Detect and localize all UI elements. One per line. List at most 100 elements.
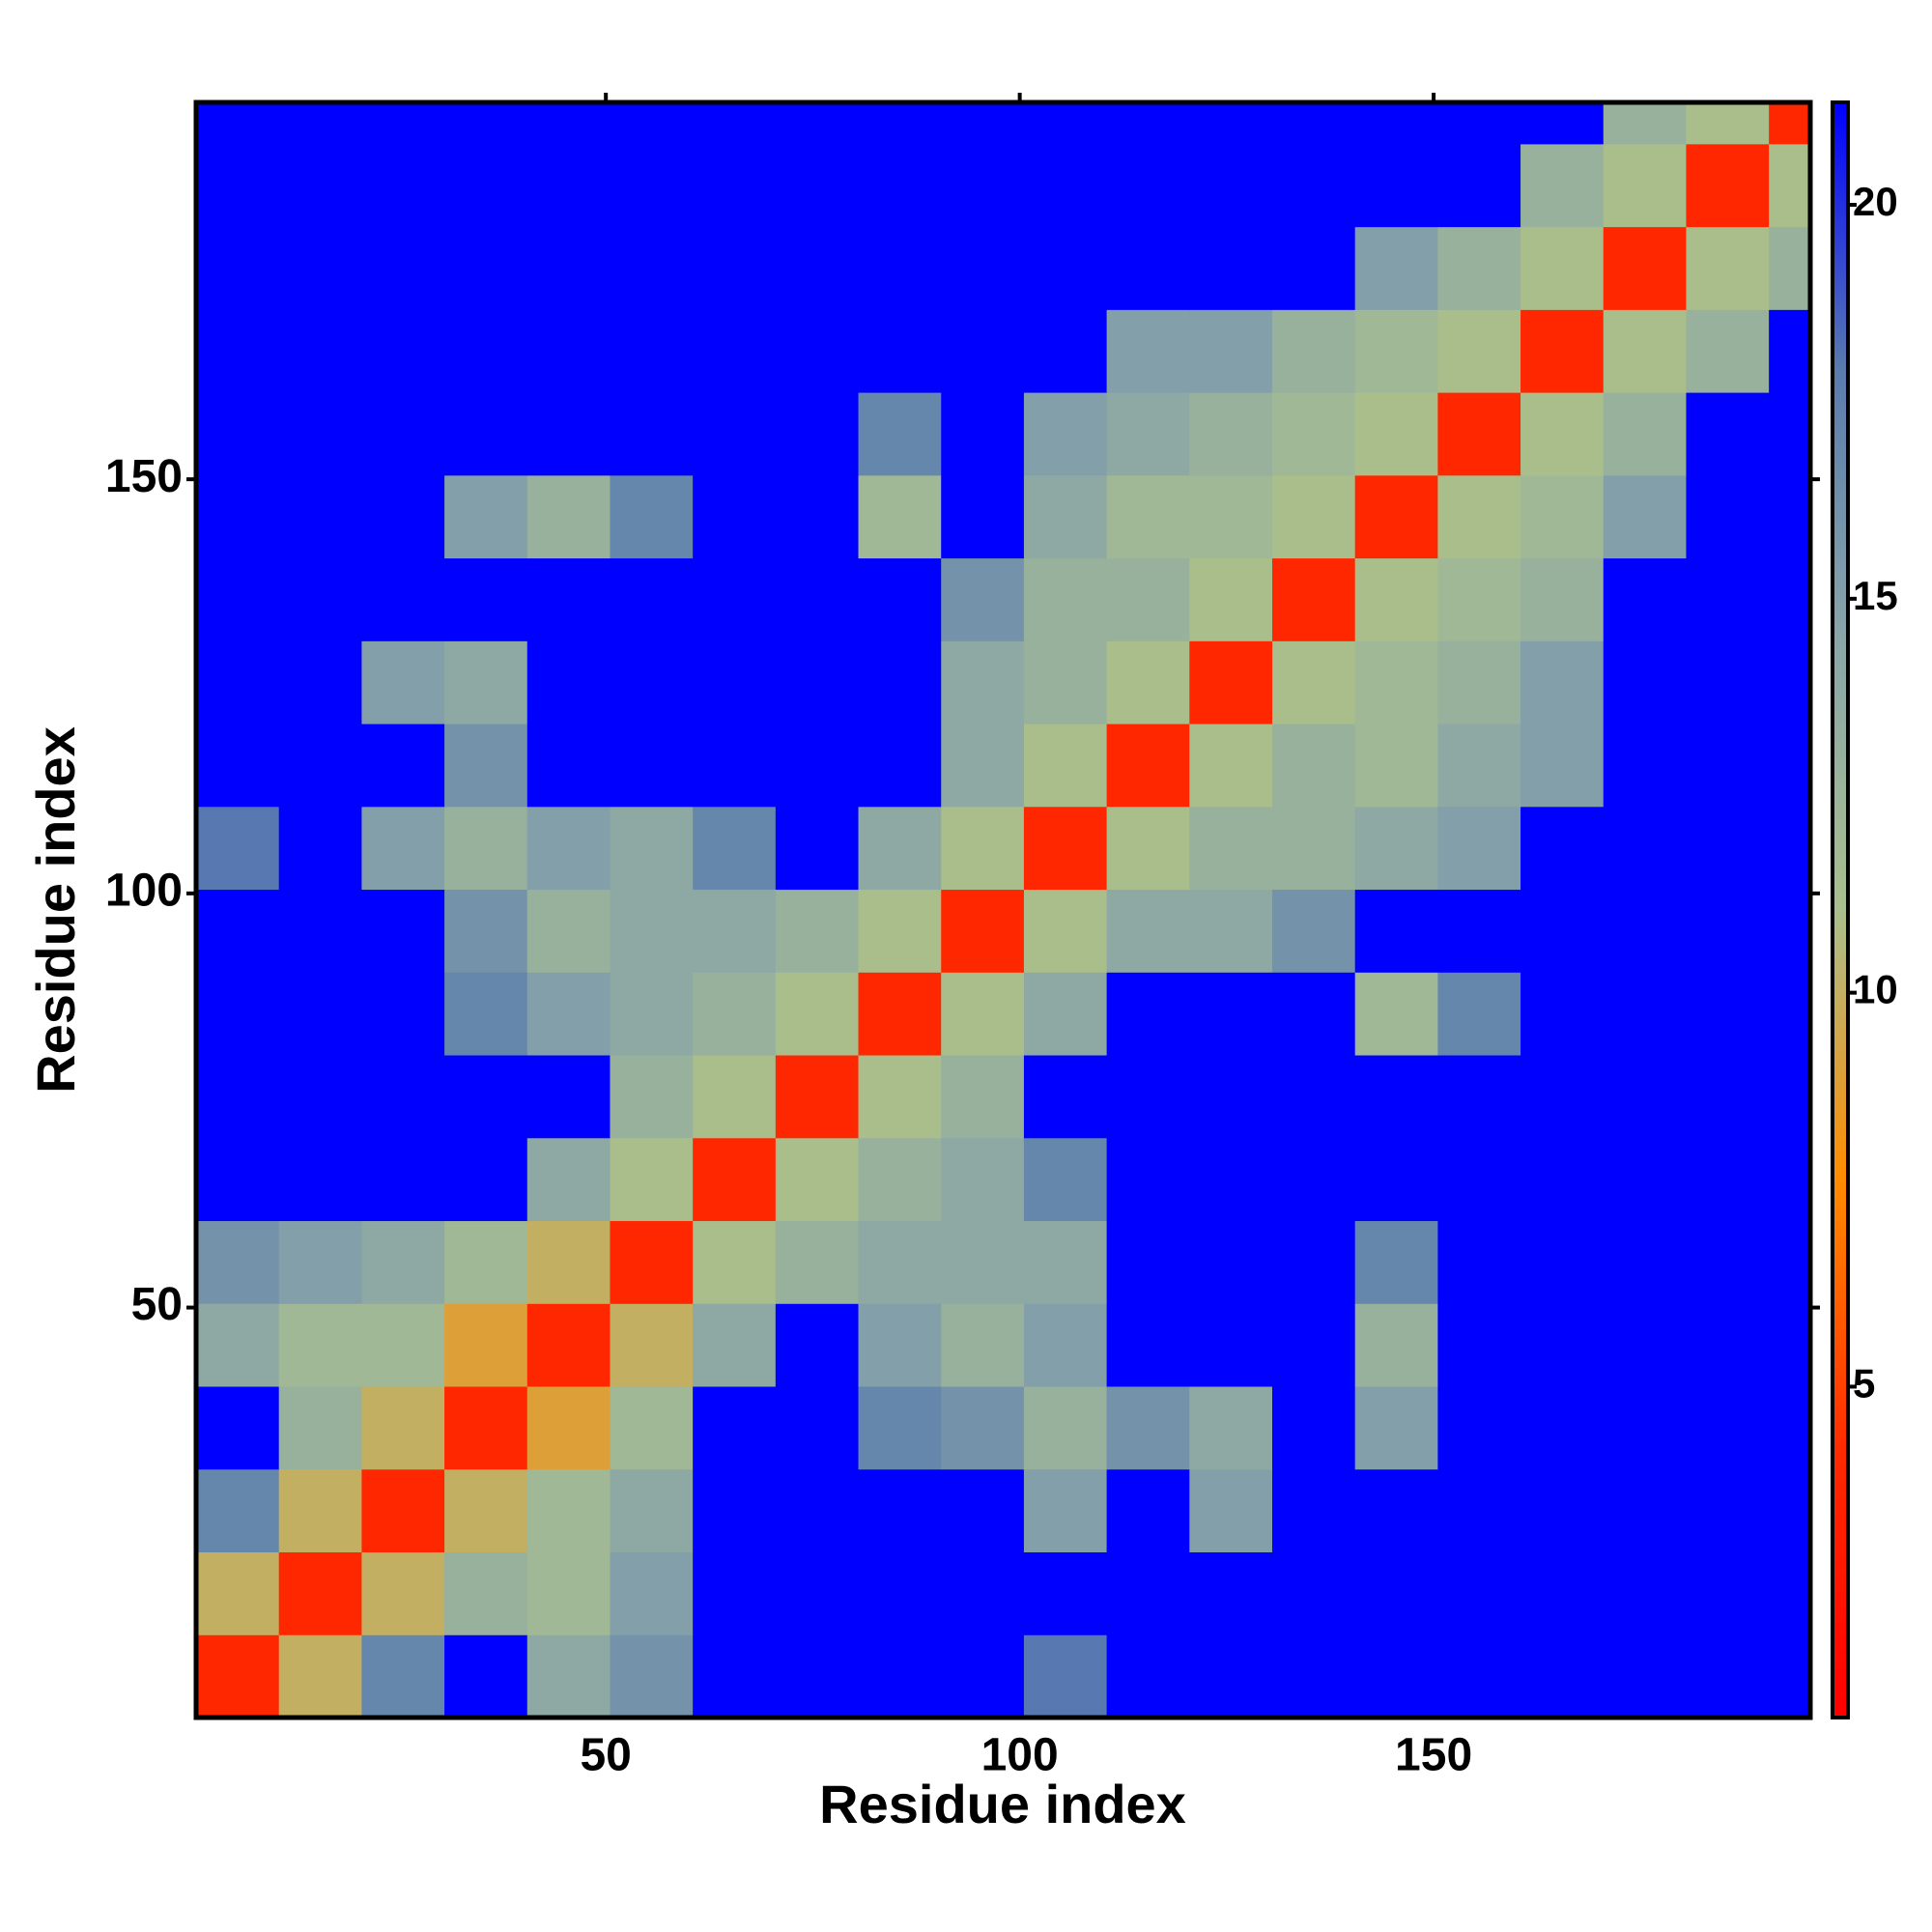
heatmap-cell — [1106, 226, 1190, 310]
heatmap-cell — [610, 474, 694, 559]
heatmap-cell — [610, 1055, 694, 1139]
heatmap-cell — [361, 640, 445, 724]
heatmap-cell — [1437, 309, 1521, 393]
heatmap-cell — [196, 557, 280, 641]
heatmap-cell — [1520, 640, 1605, 724]
heatmap-cell — [1437, 1634, 1521, 1719]
heatmap-cell — [1189, 1055, 1273, 1139]
heatmap-cell — [610, 143, 694, 228]
heatmap-cell — [444, 474, 528, 559]
heatmap-cell — [1023, 1137, 1108, 1222]
heatmap-cell — [1189, 1634, 1273, 1719]
heatmap-cell — [1272, 392, 1356, 476]
heatmap-cell — [196, 640, 280, 724]
heatmap-cell — [444, 889, 528, 973]
heatmap-cell — [941, 724, 1025, 808]
heatmap-cell — [1023, 143, 1108, 228]
heatmap-cell — [1686, 1303, 1770, 1387]
heatmap-cell — [1437, 474, 1521, 559]
heatmap-cell — [1189, 557, 1273, 641]
heatmap-cell — [775, 1386, 860, 1470]
heatmap-cell — [361, 309, 445, 393]
heatmap-cell — [1189, 1220, 1273, 1304]
heatmap-cell — [361, 1303, 445, 1387]
heatmap-cell — [1769, 474, 1811, 559]
heatmap-cell — [1106, 1634, 1190, 1719]
heatmap-cell — [278, 309, 362, 393]
heatmap-cell — [858, 1055, 942, 1139]
heatmap-cell — [196, 806, 280, 891]
heatmap-cell — [1106, 392, 1190, 476]
heatmap-cell — [278, 806, 362, 891]
heatmap-cell — [1520, 1386, 1605, 1470]
heatmap-cell — [278, 724, 362, 808]
heatmap-cell — [1686, 972, 1770, 1056]
heatmap-cell — [941, 1137, 1025, 1222]
heatmap-cell — [941, 143, 1025, 228]
heatmap-cell — [1023, 1634, 1108, 1719]
heatmap-cell — [610, 1386, 694, 1470]
heatmap-cell — [1106, 1220, 1190, 1304]
heatmap-cell — [278, 1386, 362, 1470]
heatmap-cell — [1603, 640, 1687, 724]
heatmap-cell — [1189, 724, 1273, 808]
heatmap — [196, 102, 1811, 1719]
heatmap-cell — [1023, 1386, 1108, 1470]
heatmap-cell — [526, 143, 611, 228]
heatmap-cell — [1520, 226, 1605, 310]
heatmap-cell — [1437, 1220, 1521, 1304]
heatmap-cell — [1189, 226, 1273, 310]
heatmap-cell — [1272, 972, 1356, 1056]
heatmap-cell — [361, 1468, 445, 1553]
heatmap-cell — [1603, 1634, 1687, 1719]
heatmap-cell — [1686, 1468, 1770, 1553]
heatmap-cell — [1437, 972, 1521, 1056]
heatmap-cell — [1769, 1055, 1811, 1139]
heatmap-cell — [526, 806, 611, 891]
heatmap-cell — [1769, 1551, 1811, 1635]
heatmap-cell — [693, 474, 777, 559]
heatmap-cell — [361, 1551, 445, 1635]
heatmap-cell — [444, 557, 528, 641]
heatmap-cell — [196, 1634, 280, 1719]
heatmap-cell — [775, 1220, 860, 1304]
heatmap-cell — [1686, 474, 1770, 559]
heatmap-cell — [444, 1303, 528, 1387]
heatmap-cell — [1686, 392, 1770, 476]
heatmap-cell — [196, 1055, 280, 1139]
heatmap-cell — [693, 1386, 777, 1470]
heatmap-cell — [1272, 1220, 1356, 1304]
heatmap-cell — [278, 226, 362, 310]
heatmap-cell — [526, 1220, 611, 1304]
colorbar-tick-label: 5 — [1853, 1361, 1875, 1406]
heatmap-cell — [1603, 1551, 1687, 1635]
heatmap-cell — [941, 226, 1025, 310]
heatmap-cell — [1603, 226, 1687, 310]
heatmap-cell — [1023, 1468, 1108, 1553]
heatmap-cell — [941, 889, 1025, 973]
heatmap-cell — [1437, 640, 1521, 724]
heatmap-cell — [941, 1386, 1025, 1470]
heatmap-cell — [1520, 474, 1605, 559]
heatmap-cell — [858, 1468, 942, 1553]
y-tick-label: 100 — [105, 866, 183, 917]
heatmap-cell — [941, 1303, 1025, 1387]
heatmap-cell — [1272, 1137, 1356, 1222]
heatmap-cell — [526, 1137, 611, 1222]
heatmap-cell — [775, 309, 860, 393]
heatmap-cell — [1769, 392, 1811, 476]
heatmap-cell — [1354, 972, 1438, 1056]
heatmap-cell — [1106, 806, 1190, 891]
heatmap-cell — [1272, 889, 1356, 973]
heatmap-cell — [775, 226, 860, 310]
heatmap-cell — [1603, 557, 1687, 641]
heatmap-cell — [1023, 889, 1108, 973]
heatmap-cell — [361, 889, 445, 973]
heatmap-cell — [1437, 392, 1521, 476]
heatmap-cell — [278, 143, 362, 228]
heatmap-cell — [1769, 1386, 1811, 1470]
heatmap-cell — [1106, 1055, 1190, 1139]
heatmap-cell — [1520, 1634, 1605, 1719]
heatmap-cell — [610, 1303, 694, 1387]
heatmap-cell — [1437, 806, 1521, 891]
